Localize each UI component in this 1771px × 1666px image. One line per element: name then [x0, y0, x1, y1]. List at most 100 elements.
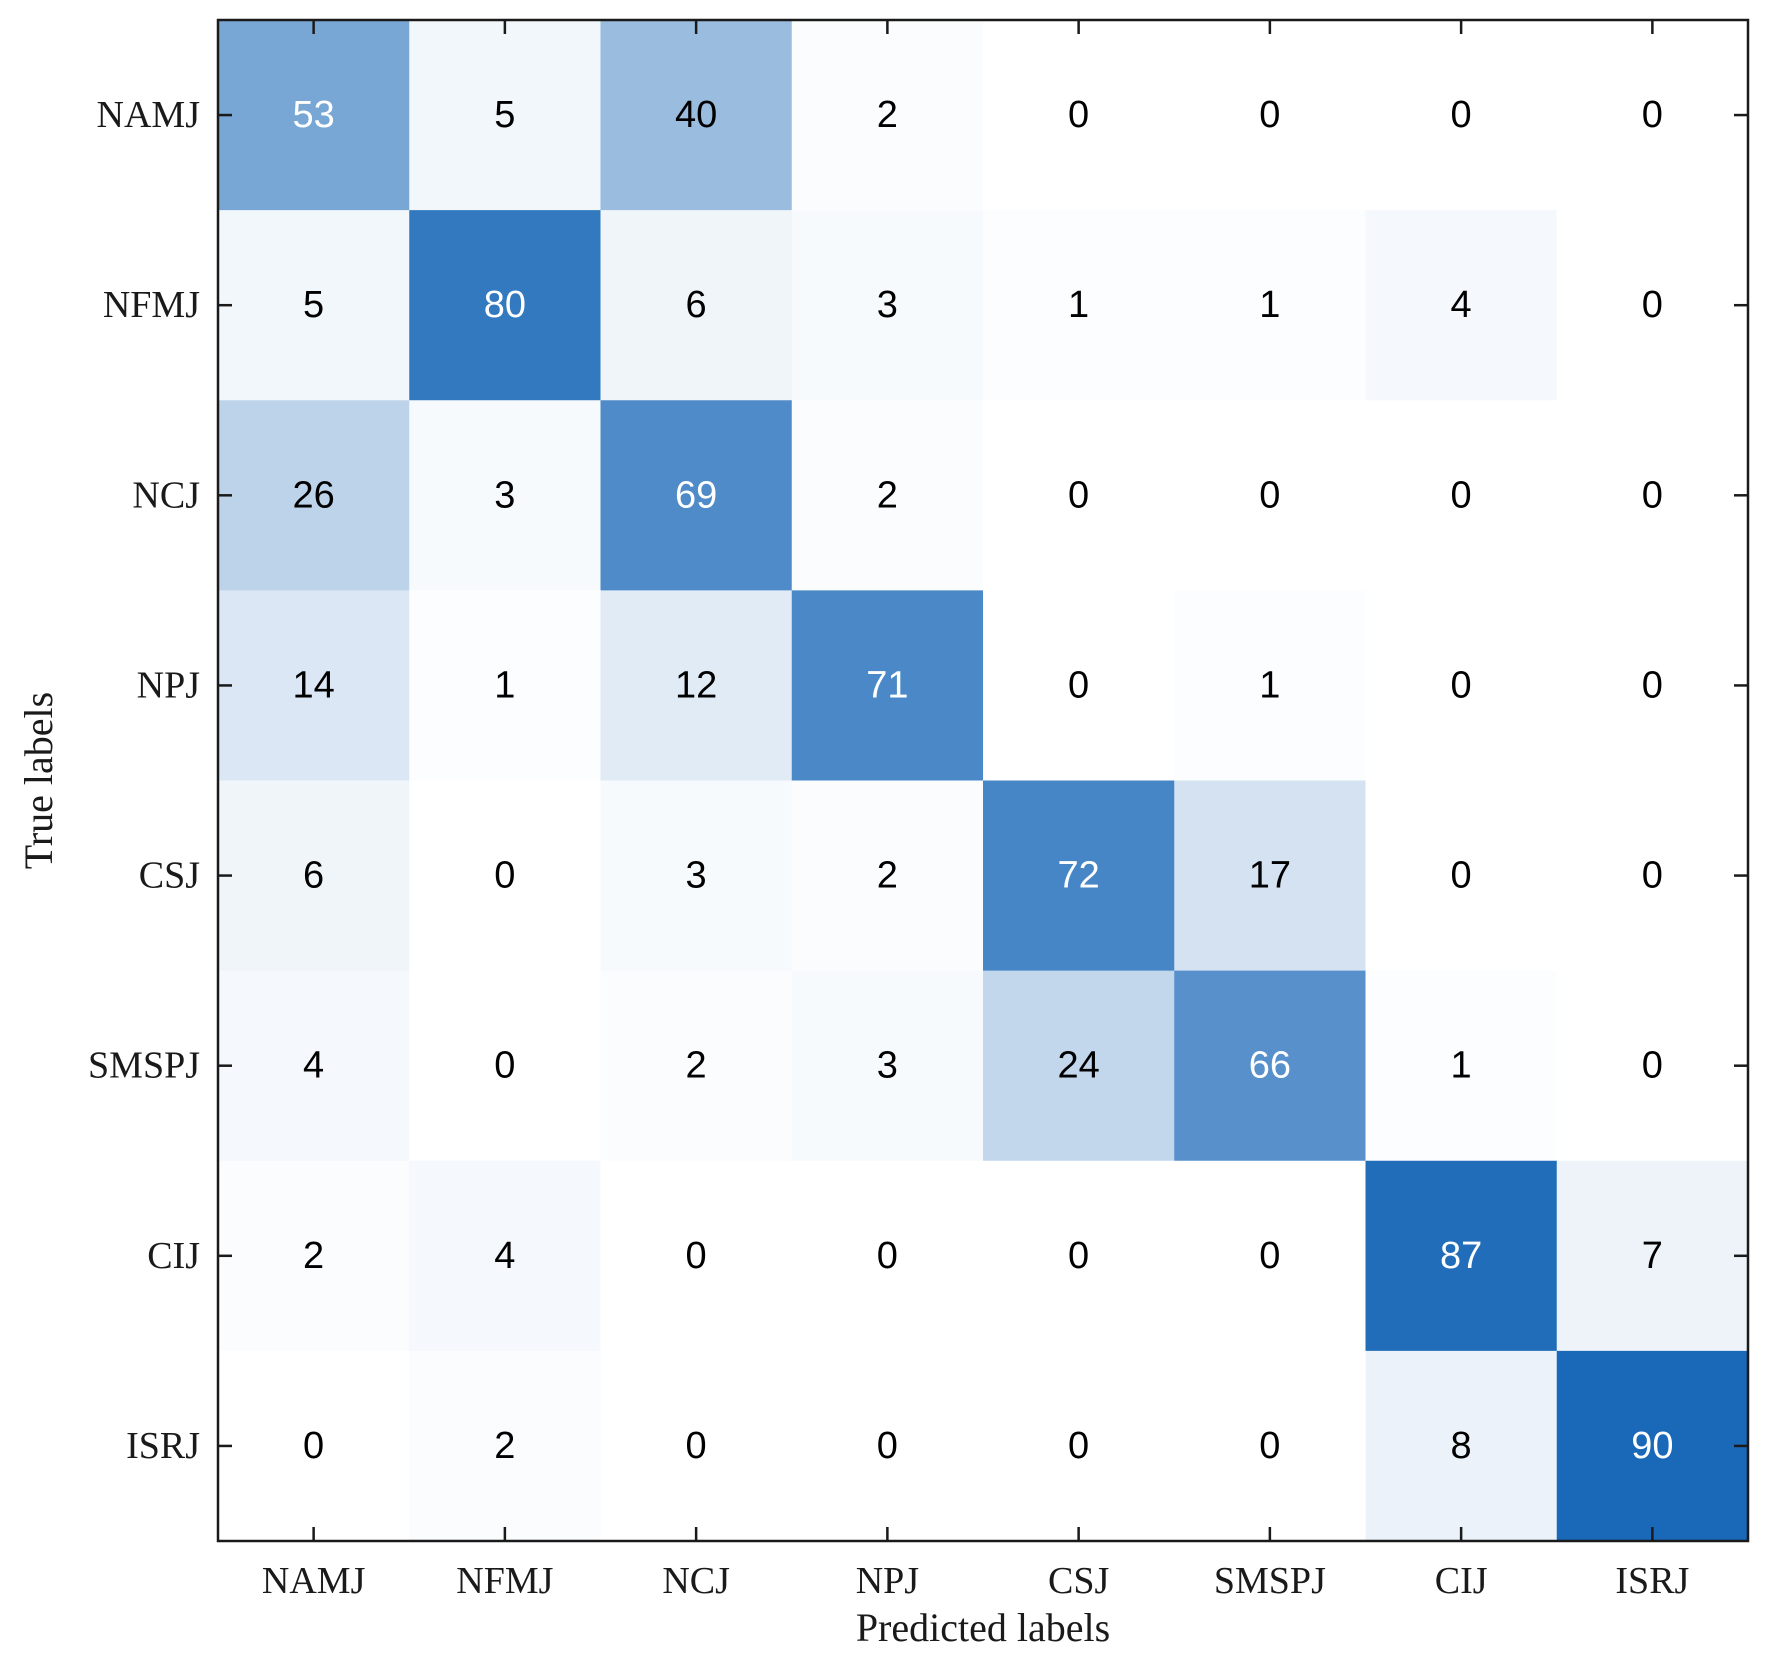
heatmap-cell [1365, 780, 1558, 972]
cell-value-label: 0 [494, 855, 515, 897]
heatmap-cell [409, 1160, 601, 1352]
heatmap-cell [1556, 400, 1749, 591]
cell-value-label: 80 [484, 284, 526, 326]
cell-value-label: 0 [1259, 1235, 1280, 1277]
heatmap-cell [983, 1350, 1175, 1542]
x-tick-labels: NAMJ NFMJ NCJ NPJ CSJ SMSPJ CIJ ISRJ [262, 1560, 1689, 1602]
cell-value-label: 14 [292, 664, 334, 706]
cell-value-label: 0 [494, 1045, 515, 1087]
x-tick-label: ISRJ [1615, 1560, 1689, 1602]
cell-value-label: 0 [1259, 1425, 1280, 1467]
heatmap-cell [600, 210, 793, 401]
y-tick-label: CSJ [139, 855, 200, 897]
cell-value-label: 0 [1451, 664, 1472, 706]
heatmap-cell [409, 780, 601, 972]
cell-value-label: 0 [1642, 474, 1663, 516]
heatmap-cell [791, 1160, 984, 1352]
cell-value-label: 8 [1451, 1425, 1472, 1467]
cell-value-label: 0 [1642, 94, 1663, 136]
y-tick-label: SMSPJ [88, 1045, 200, 1087]
heatmap-cell [1556, 1350, 1749, 1542]
cell-value-label: 7 [1642, 1235, 1663, 1277]
cell-value-label: 17 [1249, 855, 1291, 897]
cell-value-label: 0 [1068, 1425, 1089, 1467]
cell-value-label: 0 [1642, 1045, 1663, 1087]
heatmap-cell [409, 400, 601, 591]
cell-value-label: 3 [494, 474, 515, 516]
heatmap-cell [1174, 400, 1366, 591]
heatmap-cell [218, 1160, 410, 1352]
cell-value-label: 0 [1451, 94, 1472, 136]
heatmap-cell [983, 970, 1175, 1162]
y-tick-labels: NAMJ NFMJ NCJ NPJ CSJ SMSPJ CIJ ISRJ [88, 94, 200, 1467]
heatmap-cell [1556, 20, 1749, 211]
cell-value-label: 0 [877, 1235, 898, 1277]
x-tick-label: NAMJ [262, 1560, 365, 1602]
heatmap-cell [1365, 400, 1558, 591]
cell-value-labels: 53 5 40 2 0 0 0 05 80 6 3 1 1 4 026 3 69 2 0 0 0 014 1 12 71 0 1 0 0… [292, 94, 1673, 1467]
cell-value-label: 6 [303, 855, 324, 897]
heatmap-cell [218, 590, 410, 781]
heatmap-cell [1174, 780, 1366, 972]
y-tick-label: NCJ [132, 474, 200, 516]
plot-frame [216, 18, 1750, 1543]
cell-value-label: 0 [1068, 94, 1089, 136]
x-axis-label: Predicted labels [856, 1605, 1110, 1650]
cell-value-label: 1 [1068, 284, 1089, 326]
cell-value-label: 0 [1259, 474, 1280, 516]
heatmap-cell [409, 590, 601, 781]
cell-value-label: 12 [675, 664, 717, 706]
cell-value-label: 2 [494, 1425, 515, 1467]
cell-value-label: 24 [1057, 1045, 1099, 1087]
x-tick-label: CIJ [1435, 1560, 1488, 1602]
heatmap-cell [409, 20, 601, 211]
heatmap-cell [600, 1350, 793, 1542]
x-tick-label: NPJ [856, 1560, 919, 1602]
cell-value-label: 1 [1259, 284, 1280, 326]
y-tick-label: CIJ [147, 1235, 200, 1277]
heatmap-cell [1174, 210, 1366, 401]
heatmap-cell [1174, 1350, 1366, 1542]
y-tick-label: NPJ [137, 664, 200, 706]
heatmap-cell [791, 210, 984, 401]
cell-value-label: 0 [1068, 1235, 1089, 1277]
heatmap-cell [600, 780, 793, 972]
cell-value-label: 1 [1259, 664, 1280, 706]
heatmap-cells [218, 20, 1749, 1542]
cell-value-label: 69 [675, 474, 717, 516]
heatmap-cell [1174, 1160, 1366, 1352]
heatmap-cell [1556, 210, 1749, 401]
cell-value-label: 87 [1440, 1235, 1482, 1277]
cell-value-label: 0 [1259, 94, 1280, 136]
heatmap-cell [983, 780, 1175, 972]
x-tick-label: CSJ [1048, 1560, 1109, 1602]
heatmap-cell [791, 1350, 984, 1542]
heatmap-cell [218, 400, 410, 591]
x-tick-label: NCJ [662, 1560, 730, 1602]
cell-value-label: 2 [877, 94, 898, 136]
heatmap-cell [218, 970, 410, 1162]
heatmap-cell [409, 970, 601, 1162]
cell-value-label: 2 [303, 1235, 324, 1277]
heatmap-cell [791, 970, 984, 1162]
x-tick-label: NFMJ [456, 1560, 553, 1602]
y-tick-label: ISRJ [126, 1425, 200, 1467]
heatmap-cell [1174, 20, 1366, 211]
heatmap-cell [1174, 970, 1366, 1162]
heatmap-cell [600, 590, 793, 781]
cell-value-label: 66 [1249, 1045, 1291, 1087]
cell-value-label: 3 [686, 855, 707, 897]
cell-value-label: 0 [1451, 855, 1472, 897]
heatmap-cell [983, 590, 1175, 781]
cell-value-label: 0 [1451, 474, 1472, 516]
cell-value-label: 71 [866, 664, 908, 706]
cell-value-label: 0 [1642, 284, 1663, 326]
cell-value-label: 40 [675, 94, 717, 136]
heatmap-cell [1365, 590, 1558, 781]
heatmap-cell [409, 210, 601, 401]
cell-value-label: 0 [1068, 664, 1089, 706]
heatmap-cell [1556, 1160, 1749, 1352]
cell-value-label: 2 [877, 474, 898, 516]
heatmap-cell [1365, 970, 1558, 1162]
